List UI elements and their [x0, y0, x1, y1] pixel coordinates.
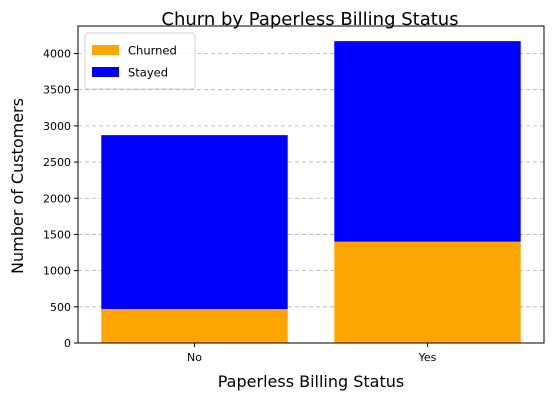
- x-tick-label: Yes: [418, 351, 437, 364]
- y-tick-label: 4000: [43, 48, 71, 61]
- y-tick-label: 3500: [43, 84, 71, 97]
- legend-swatch-stayed: [92, 67, 119, 77]
- bar-stayed-yes: [334, 41, 521, 242]
- x-axis-ticks: No Yes: [187, 343, 437, 364]
- x-axis-title: Paperless Billing Status: [218, 372, 404, 391]
- y-tick-label: 0: [64, 337, 71, 350]
- y-tick-label: 3000: [43, 120, 71, 133]
- plot-frame: [77, 25, 545, 344]
- legend-swatch-churned: [92, 45, 119, 55]
- y-axis-ticks: 0 500 1000 1500 2000 2500 3000 3500 4000: [43, 48, 78, 350]
- chart-title: Churn by Paperless Billing Status: [161, 9, 458, 30]
- legend-label-churned: Churned: [128, 44, 177, 58]
- legend: Churned Stayed: [84, 32, 196, 90]
- y-tick-label: 500: [50, 301, 71, 314]
- bar-churned-yes: [334, 241, 521, 343]
- bar-churned-no: [101, 309, 288, 343]
- y-axis-title: Number of Customers: [8, 98, 27, 274]
- legend-box: [84, 32, 196, 90]
- bar-group: [101, 41, 521, 343]
- legend-label-stayed: Stayed: [128, 66, 168, 80]
- y-tick-label: 1000: [43, 265, 71, 278]
- x-tick-label: No: [187, 351, 202, 364]
- y-tick-label: 2000: [43, 192, 71, 205]
- bar-stayed-no: [101, 135, 288, 310]
- y-tick-label: 2500: [43, 156, 71, 169]
- y-tick-label: 1500: [43, 228, 71, 241]
